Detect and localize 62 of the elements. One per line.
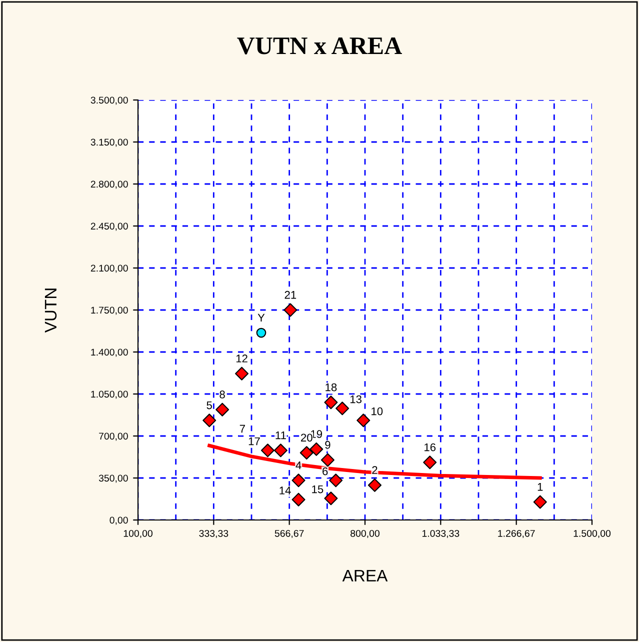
y-tick-label: 1.400,00 [91, 348, 128, 357]
point [368, 478, 382, 492]
y-tick-label: 2.450,00 [90, 222, 128, 231]
x-tick-label: 1.500,00 [574, 530, 611, 538]
x-tick-label: 100,00 [124, 530, 152, 538]
annotation: 4 [296, 461, 302, 470]
annotation: 14 [280, 486, 291, 494]
annotation: 8 [220, 390, 225, 398]
annotation: 17 [248, 437, 260, 446]
point [284, 303, 298, 317]
point [256, 328, 266, 338]
x-tick-label: 333,33 [199, 530, 228, 538]
point [329, 474, 343, 488]
point [216, 402, 230, 416]
annotation: 19 [311, 430, 322, 438]
y-tick-label: 350,00 [98, 474, 128, 483]
annotation: 11 [276, 431, 286, 440]
x-axis-title: AREA [342, 570, 388, 582]
point [533, 495, 547, 509]
point [320, 453, 334, 467]
point [292, 492, 306, 506]
y-tick-label: 0,00 [110, 516, 128, 525]
point [423, 456, 437, 470]
y-tick-label: 3.500,00 [90, 96, 128, 105]
chart-title: VUTN x AREA [237, 38, 402, 54]
x-tick-label: 566,67 [274, 530, 304, 538]
annotation: 6 [322, 467, 328, 476]
point [260, 444, 274, 458]
point [274, 444, 288, 458]
point [336, 402, 350, 416]
annotation: 16 [424, 443, 436, 452]
annotation: 1 [538, 483, 543, 491]
annotation: 18 [326, 383, 337, 392]
point [300, 446, 314, 460]
annotation: 15 [312, 485, 324, 494]
x-tick-label: 1.266,67 [498, 530, 535, 538]
y-tick-label: 3.150,00 [90, 138, 128, 147]
annotation: 5 [206, 401, 212, 410]
annotation: 20 [301, 434, 312, 442]
point [202, 414, 216, 428]
point [235, 366, 249, 380]
annotation: 9 [325, 440, 330, 449]
point [324, 492, 338, 506]
point [324, 396, 338, 410]
y-tick-label: 1.050,00 [91, 390, 128, 399]
point [310, 442, 324, 456]
point [356, 414, 370, 428]
y-tick-label: 2.800,00 [90, 180, 128, 189]
point [292, 474, 306, 488]
annotation: 2 [372, 466, 378, 474]
y-tick-label: 2.100,00 [90, 264, 128, 273]
annotation: Y [258, 314, 265, 322]
annotation: 21 [284, 290, 296, 299]
y-tick-label: 1.750,00 [91, 306, 128, 315]
annotation: 13 [350, 395, 362, 404]
annotation: 12 [236, 354, 248, 362]
x-tick-label: 1.033,33 [422, 530, 460, 538]
y-axis-title: VUTN [44, 288, 57, 333]
annotation: 7 [240, 424, 245, 433]
annotation: 10 [372, 407, 383, 416]
x-tick-label: 800,00 [350, 530, 380, 538]
y-tick-label: 700,00 [99, 432, 128, 441]
